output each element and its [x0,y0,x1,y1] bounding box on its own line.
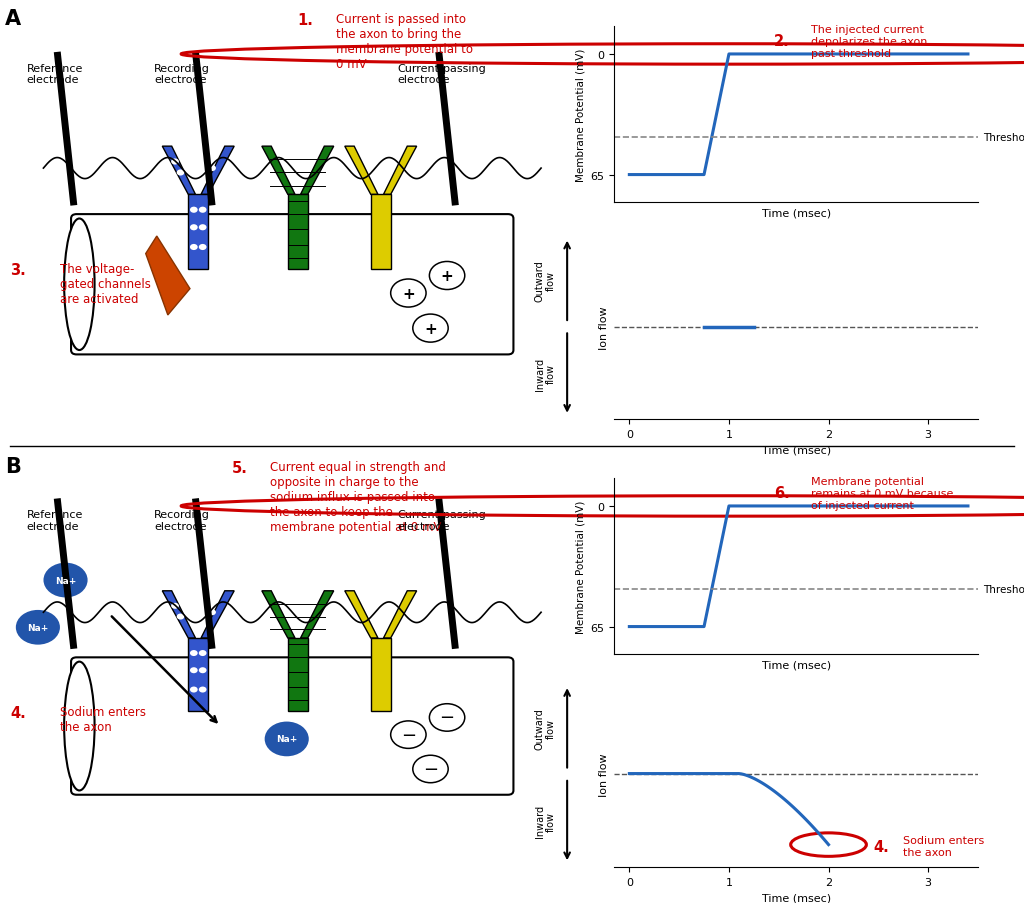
Text: 5.: 5. [231,461,248,475]
Polygon shape [262,147,295,195]
Text: Sodium enters
the axon: Sodium enters the axon [60,704,146,732]
Text: Current equal in strength and
opposite in charge to the
sodium influx is passed : Current equal in strength and opposite i… [270,461,446,534]
Circle shape [190,225,198,231]
Polygon shape [201,591,234,638]
Circle shape [413,315,449,343]
Text: The voltage-
gated channels
are activated: The voltage- gated channels are activate… [60,263,151,306]
Circle shape [190,650,198,656]
Text: Recording
electrode: Recording electrode [154,64,210,86]
X-axis label: Time (msec): Time (msec) [762,892,830,902]
Text: +: + [440,269,454,284]
Circle shape [190,687,198,693]
Text: 3.: 3. [10,263,26,278]
Text: 4.: 4. [10,704,26,720]
Text: Current is passed into
the axon to bring the
membrane potential to
0 mV: Current is passed into the axon to bring… [337,14,473,71]
Polygon shape [145,237,190,316]
Text: Inward
flow: Inward flow [535,804,556,837]
Circle shape [208,166,216,172]
Circle shape [190,667,198,674]
Circle shape [199,650,207,656]
Text: Na+: Na+ [55,576,76,585]
Text: Outward
flow: Outward flow [535,260,556,302]
Text: 2.: 2. [774,34,790,50]
Text: Reference
electrode: Reference electrode [27,64,83,86]
Text: Threshold: Threshold [983,585,1024,595]
Polygon shape [301,591,334,638]
Y-axis label: Membrane Potential (mV): Membrane Potential (mV) [575,500,585,633]
Text: The injected current
depolarizes the axon
past threshold: The injected current depolarizes the axo… [811,25,927,59]
Text: Na+: Na+ [28,623,48,632]
Text: Outward
flow: Outward flow [535,707,556,749]
FancyBboxPatch shape [71,215,513,355]
Circle shape [198,159,205,165]
Polygon shape [345,147,378,195]
Polygon shape [345,591,378,638]
Text: 4.: 4. [873,839,889,853]
Text: Recording
electrode: Recording electrode [154,509,210,531]
X-axis label: Time (msec): Time (msec) [762,660,830,670]
Polygon shape [301,147,334,195]
X-axis label: Time (msec): Time (msec) [762,445,830,455]
Text: Inward
flow: Inward flow [535,357,556,390]
Circle shape [429,262,465,290]
Polygon shape [201,147,234,195]
Polygon shape [288,638,308,712]
Circle shape [391,721,426,749]
Text: +: + [402,286,415,302]
Text: Sodium enters
the axon: Sodium enters the axon [903,835,984,857]
Polygon shape [371,638,391,712]
Circle shape [199,225,207,231]
Circle shape [183,153,191,159]
Text: −: − [439,709,455,727]
Polygon shape [163,147,196,195]
Polygon shape [188,195,208,270]
Circle shape [177,170,184,176]
Circle shape [16,611,59,644]
Circle shape [198,603,205,610]
Circle shape [183,597,191,602]
Circle shape [391,280,426,308]
Ellipse shape [65,219,94,350]
Text: Na+: Na+ [276,735,297,743]
Circle shape [413,756,449,783]
X-axis label: Time (msec): Time (msec) [762,209,830,219]
Polygon shape [163,591,196,638]
Text: −: − [423,760,438,778]
Circle shape [171,603,179,610]
Text: A: A [5,9,20,29]
Text: −: − [400,726,416,744]
Text: Membrane potential
remains at 0 mV because
of injected current: Membrane potential remains at 0 mV becau… [811,477,953,510]
Y-axis label: Membrane Potential (mV): Membrane Potential (mV) [575,49,585,182]
Circle shape [190,245,198,251]
Circle shape [429,704,465,731]
Circle shape [208,610,216,616]
Ellipse shape [65,662,94,791]
Circle shape [190,208,198,213]
Text: 6.: 6. [774,486,790,501]
Y-axis label: Ion flow: Ion flow [599,752,609,796]
Circle shape [177,614,184,619]
Circle shape [44,564,87,597]
Text: 1.: 1. [298,14,313,28]
Circle shape [265,722,308,756]
Text: Reference
electrode: Reference electrode [27,509,83,531]
Polygon shape [384,147,417,195]
FancyBboxPatch shape [71,657,513,795]
Circle shape [199,245,207,251]
Text: Current-passing
electrode: Current-passing electrode [397,64,486,86]
Text: Threshold: Threshold [983,134,1024,144]
Circle shape [199,687,207,693]
Text: Current-passing
electrode: Current-passing electrode [397,509,486,531]
Polygon shape [288,195,308,270]
Text: +: + [424,321,437,336]
Circle shape [199,667,207,674]
Polygon shape [384,591,417,638]
Polygon shape [371,195,391,270]
Polygon shape [188,638,208,712]
Polygon shape [262,591,295,638]
Circle shape [199,208,207,213]
Y-axis label: Ion flow: Ion flow [599,305,609,349]
Circle shape [171,159,179,165]
Text: B: B [5,456,20,476]
